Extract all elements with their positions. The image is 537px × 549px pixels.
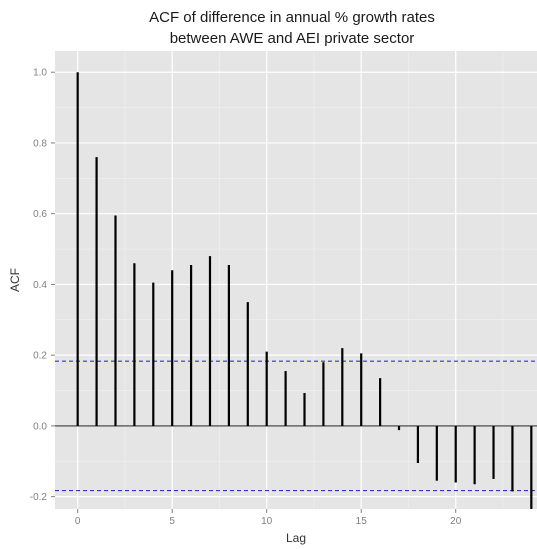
y-axis: 1.0 0.8 0.6 0.4 0.2 0.0 -0.2 — [30, 68, 55, 503]
x-tick-label: 0 — [75, 516, 81, 527]
x-axis: 0 5 10 15 20 — [75, 509, 462, 527]
y-tick-label: 0.2 — [33, 351, 47, 362]
x-tick-label: 15 — [356, 516, 368, 527]
chart-title-line-2: between AWE and AEI private sector — [170, 30, 415, 47]
x-tick-label: 10 — [261, 516, 273, 527]
y-tick-label: 0.8 — [33, 138, 47, 149]
x-tick-label: 5 — [169, 516, 175, 527]
y-tick-label: 0.4 — [33, 280, 47, 291]
y-tick-label: 0.0 — [33, 421, 47, 432]
acf-stems — [76, 72, 533, 509]
y-axis-title: ACF — [8, 268, 22, 292]
plot-panel — [55, 51, 537, 509]
chart-title-line-1: ACF of difference in annual % growth rat… — [149, 9, 435, 26]
y-tick-label: 1.0 — [33, 68, 47, 79]
x-axis-title: Lag — [286, 531, 306, 545]
x-tick-label: 20 — [450, 516, 462, 527]
y-tick-label: 0.6 — [33, 209, 47, 220]
y-tick-label: -0.2 — [30, 492, 48, 503]
